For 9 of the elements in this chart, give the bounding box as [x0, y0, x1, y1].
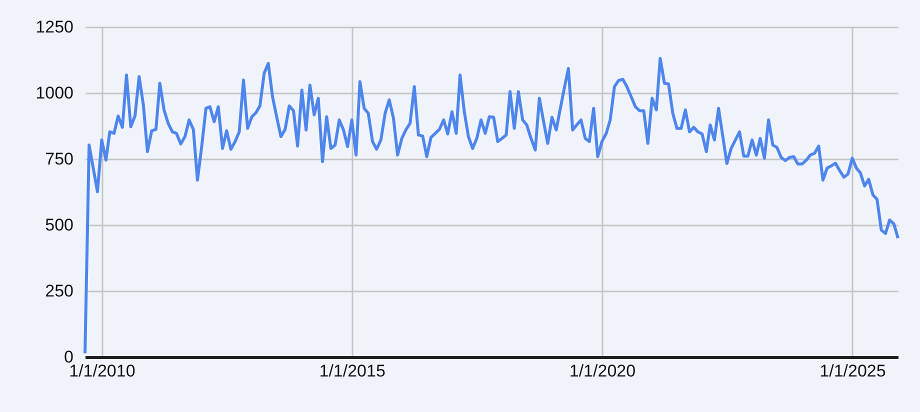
y-tick-label: 500 [45, 216, 74, 234]
x-tick-label: 1/1/2025 [820, 362, 886, 380]
x-tick-label: 1/1/2020 [569, 362, 636, 380]
y-tick-label: 1000 [36, 84, 74, 102]
y-tick-label: 250 [45, 282, 74, 300]
x-tick-label: 1/1/2015 [319, 362, 386, 380]
line-series [84, 56, 900, 355]
y-tick-label: 750 [45, 150, 74, 168]
y-tick-label: 1250 [36, 18, 74, 36]
